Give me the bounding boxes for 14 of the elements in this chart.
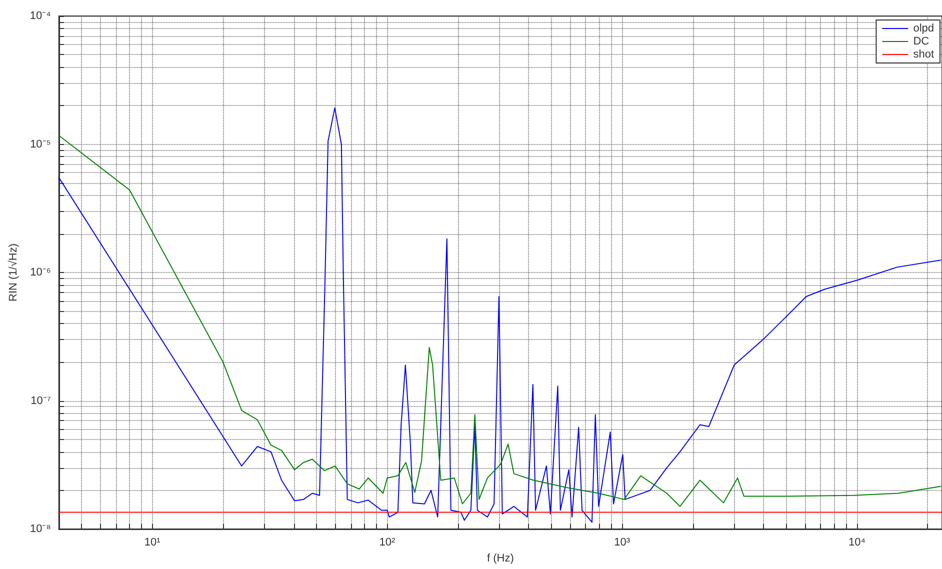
y-tick-label: 10⁻⁷ <box>30 394 51 407</box>
legend-label: olpd <box>913 22 934 34</box>
legend-label: shot <box>913 48 934 60</box>
x-tick-label: 10⁴ <box>848 536 866 548</box>
y-tick-label: 10⁻⁴ <box>30 10 52 22</box>
x-tick-label: 10³ <box>614 536 630 548</box>
x-axis-title: f (Hz) <box>486 552 514 564</box>
x-tick-label: 10¹ <box>144 536 161 548</box>
y-tick-label: 10⁻⁵ <box>30 138 51 150</box>
x-tick-label: 10² <box>379 536 396 548</box>
legend-label: DC <box>913 36 930 48</box>
y-tick-label: 10⁻⁶ <box>30 266 51 278</box>
y-axis-title: RIN (1/√Hz) <box>8 244 20 302</box>
y-tick-label: 10⁻⁸ <box>30 523 51 535</box>
